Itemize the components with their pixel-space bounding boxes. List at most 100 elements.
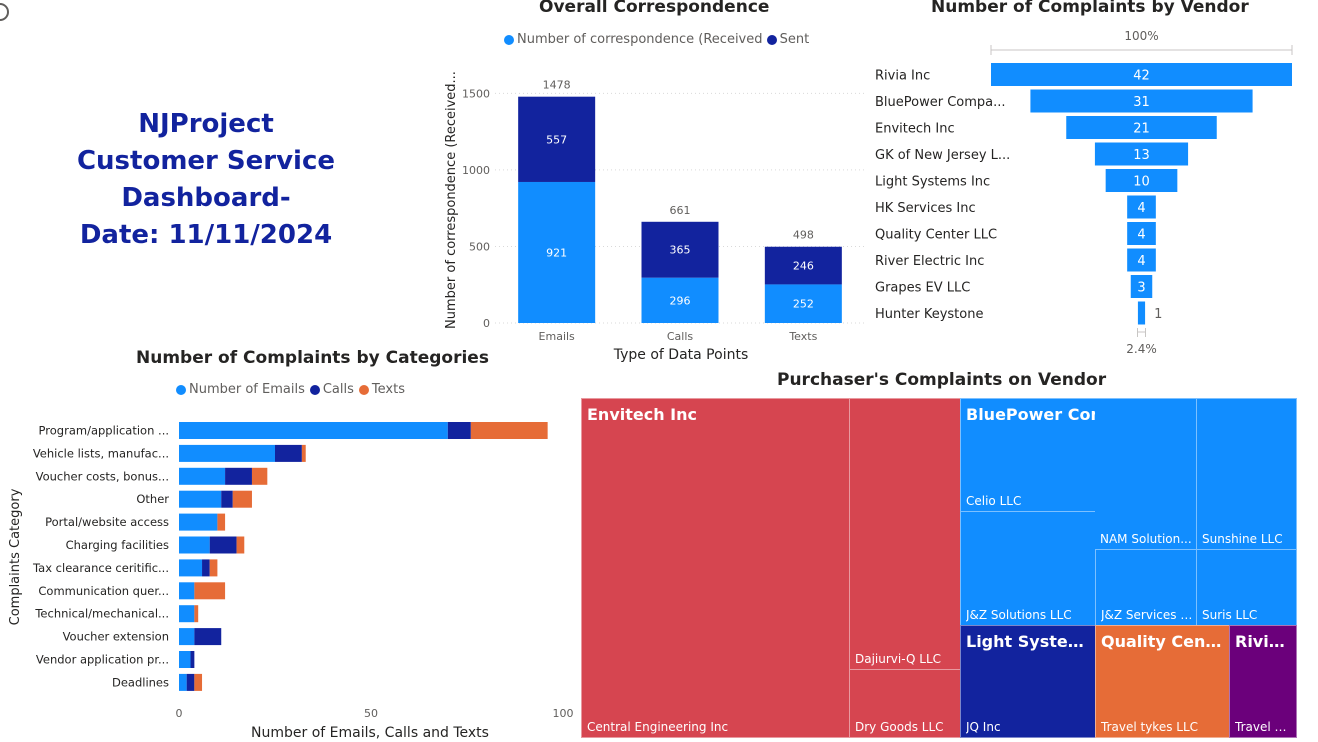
treemap-tile-jz-services[interactable]: J&Z Services L... bbox=[1095, 549, 1197, 626]
treemap-group-light-systems: Light Systems... bbox=[966, 632, 1092, 651]
legend-item-texts[interactable]: Texts bbox=[358, 382, 405, 397]
treemap-chart-title: Purchaser's Complaints on Vendor bbox=[777, 370, 1107, 390]
treemap-tile-travel-d[interactable]: Rivia... Travel D... bbox=[1229, 625, 1297, 738]
category-bar-segment bbox=[236, 536, 245, 554]
bar-texts-received bbox=[764, 284, 842, 323]
treemap-group-quality-center: Quality Cente... bbox=[1101, 632, 1226, 651]
category-bar-segment bbox=[179, 628, 195, 646]
category-label: Tax clearance ceritific... bbox=[32, 561, 169, 575]
treemap-leaf-label: Dry Goods LLC bbox=[855, 720, 944, 734]
funnel-category-label: Grapes EV LLC bbox=[875, 281, 970, 296]
category-bar-segment bbox=[179, 651, 191, 668]
vendor-funnel-chart[interactable]: 100% Rivia Inc 42 BluePower Compa... 31 Envit… bbox=[860, 25, 1310, 370]
funnel-bottom-percent: 2.4% bbox=[1126, 342, 1157, 356]
overall-legend-sent: Sent bbox=[779, 32, 810, 47]
x-tick-label: Texts bbox=[788, 330, 817, 343]
funnel-bar bbox=[1127, 195, 1156, 219]
funnel-value-label: 42 bbox=[1133, 69, 1150, 84]
category-label: Charging facilities bbox=[66, 538, 169, 552]
category-label: Vendor application pr... bbox=[36, 653, 169, 667]
categories-chart-title: Number of Complaints by Categories bbox=[136, 348, 489, 368]
category-bar-segment bbox=[232, 490, 252, 508]
x-tick-label: Emails bbox=[539, 330, 576, 343]
category-bar-segment bbox=[194, 582, 226, 600]
data-label: 557 bbox=[546, 133, 567, 146]
treemap-tile-jq[interactable]: Light Systems... JQ Inc bbox=[960, 625, 1096, 738]
category-bar-segment bbox=[179, 513, 218, 531]
data-label: 365 bbox=[670, 244, 691, 257]
overall-chart[interactable]: 0 500 1000 1500 921 557 1478 Emails 296 365 661 Cal… bbox=[430, 55, 880, 365]
overall-legend[interactable]: Number of correspondence (Received Sent bbox=[504, 32, 809, 47]
x-axis-title: Number of Emails, Calls and Texts bbox=[251, 725, 489, 741]
legend-emails-dot bbox=[176, 384, 186, 395]
bar-texts-sent bbox=[764, 246, 842, 285]
category-label: Voucher costs, bonus... bbox=[36, 469, 169, 483]
funnel-category-label: Hunter Keystone bbox=[875, 307, 983, 322]
treemap-leaf-label: Central Engineering Inc bbox=[587, 720, 729, 734]
funnel-value-label: 10 bbox=[1133, 175, 1150, 190]
categories-chart[interactable]: Program/application ... Vehicle lists, ma… bbox=[0, 405, 575, 742]
category-bar-segment bbox=[301, 444, 306, 462]
y-tick-label: 1500 bbox=[462, 87, 490, 100]
category-bar-segment bbox=[202, 559, 210, 577]
treemap-tile-jz-solutions[interactable]: J&Z Solutions LLC bbox=[960, 511, 1096, 626]
category-bar-segment bbox=[179, 422, 448, 439]
y-axis-title: Number of correspondence (Received... bbox=[444, 71, 459, 329]
funnel-value-label: 13 bbox=[1133, 148, 1150, 163]
treemap-tile-sunshine[interactable]: Sunshine LLC bbox=[1196, 398, 1297, 550]
treemap-group-rivia: Rivia... bbox=[1235, 632, 1295, 651]
funnel-category-label: River Electric Inc bbox=[875, 254, 984, 269]
total-label: 661 bbox=[670, 204, 691, 217]
x-tick-label: 50 bbox=[364, 707, 378, 720]
treemap-group-bluepower: BluePower Company LLC bbox=[966, 405, 1095, 424]
total-label: 498 bbox=[793, 229, 814, 242]
category-bar-segment bbox=[275, 444, 302, 462]
treemap-tile-central-engineering[interactable]: Envitech Inc Central Engineering Inc bbox=[581, 398, 850, 738]
category-bar-segment bbox=[179, 444, 275, 462]
treemap-tile-celio[interactable]: BluePower Company LLC Celio LLC bbox=[960, 398, 1096, 512]
category-bar-segment bbox=[179, 467, 226, 485]
treemap-tile-nam[interactable]: NAM Solution... bbox=[1095, 398, 1197, 550]
funnel-value-label: 4 bbox=[1137, 201, 1145, 216]
category-label: Voucher extension bbox=[63, 630, 169, 644]
bar-calls-sent bbox=[641, 221, 719, 278]
corner-circle-icon bbox=[0, 3, 9, 21]
funnel-value-label: 4 bbox=[1137, 254, 1145, 269]
category-bar-segment bbox=[179, 673, 187, 691]
category-bar-segment bbox=[179, 582, 195, 600]
funnel-bar bbox=[1105, 169, 1178, 192]
treemap[interactable]: Envitech Inc Central Engineering Inc Daj… bbox=[581, 398, 1297, 738]
treemap-group-envitech: Envitech Inc bbox=[587, 405, 698, 424]
x-axis-title: Type of Data Points bbox=[613, 347, 748, 363]
funnel-value-label: 3 bbox=[1137, 281, 1145, 296]
dashboard-title-line1: NJProject bbox=[138, 109, 274, 139]
category-label: Portal/website access bbox=[45, 515, 169, 529]
treemap-tile-dajiurvi[interactable]: Dajiurvi-Q LLC bbox=[849, 398, 961, 670]
overall-chart-title: Overall Correspondence bbox=[539, 0, 770, 17]
funnel-bar bbox=[1130, 275, 1153, 298]
category-bar-segment bbox=[194, 628, 222, 646]
funnel-value-label: 4 bbox=[1137, 228, 1145, 243]
x-tick-label: 0 bbox=[176, 707, 183, 720]
treemap-leaf-label: Sunshine LLC bbox=[1202, 532, 1283, 546]
category-bar-segment bbox=[179, 559, 203, 577]
legend-item-emails[interactable]: Number of Emails bbox=[176, 382, 305, 397]
category-bar-segment bbox=[194, 605, 199, 623]
y-tick-label: 500 bbox=[469, 240, 490, 253]
bar-emails-received bbox=[518, 181, 596, 323]
legend-calls-dot bbox=[309, 384, 320, 395]
treemap-leaf-label: Dajiurvi-Q LLC bbox=[855, 652, 942, 666]
treemap-leaf-label: J&Z Solutions LLC bbox=[966, 608, 1072, 622]
data-label: 296 bbox=[670, 294, 691, 307]
treemap-tile-travel-tykes[interactable]: Quality Cente... Travel tykes LLC bbox=[1095, 625, 1230, 738]
legend-item-calls[interactable]: Calls bbox=[309, 382, 354, 397]
categories-legend[interactable]: Number of Emails Calls Texts bbox=[176, 382, 405, 397]
legend-texts-dot bbox=[358, 384, 369, 395]
treemap-tile-dry-goods[interactable]: Dry Goods LLC bbox=[849, 669, 961, 738]
data-label: 246 bbox=[793, 260, 814, 273]
treemap-leaf-label: NAM Solution... bbox=[1100, 532, 1192, 546]
treemap-tile-suris[interactable]: Suris LLC bbox=[1196, 549, 1297, 626]
category-label: Communication quer... bbox=[38, 584, 169, 598]
dashboard-title-line2: Customer Service Dashboard- bbox=[76, 146, 336, 213]
overall-legend-title: Number of correspondence (Received bbox=[517, 32, 763, 47]
